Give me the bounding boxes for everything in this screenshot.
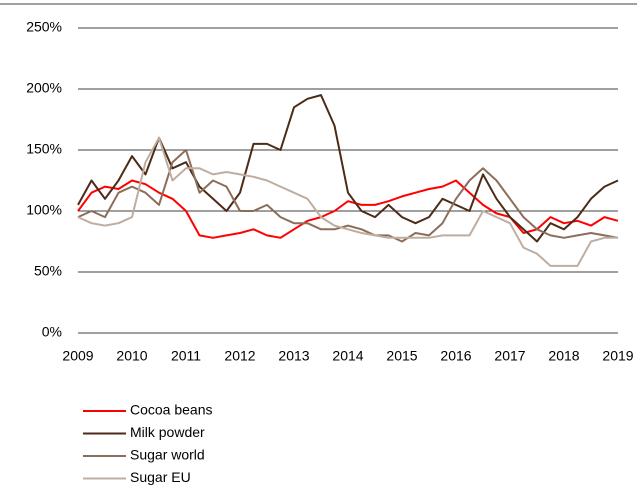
x-tick-label: 2013: [278, 348, 309, 364]
series-line: [77, 136, 618, 267]
x-tick-label: 2012: [224, 348, 255, 364]
x-tick-label: 2014: [332, 348, 363, 364]
y-tick-label: 0%: [42, 324, 62, 340]
x-tick-label: 2009: [62, 348, 93, 364]
series-line: [77, 179, 619, 239]
series-line: [77, 94, 619, 243]
x-tick-label: 2016: [440, 348, 471, 364]
y-tick-label: 250%: [26, 19, 62, 35]
y-tick-label: 200%: [26, 80, 62, 96]
series-line: [77, 149, 619, 243]
y-tick-label: 150%: [26, 141, 62, 157]
x-tick-label: 2017: [494, 348, 525, 364]
x-tick-label: 2011: [171, 348, 201, 364]
x-tick-label: 2010: [116, 348, 147, 364]
legend-label: Sugar EU: [130, 469, 191, 485]
y-tick-label: 100%: [26, 202, 62, 218]
x-tick-label: 2018: [548, 348, 579, 364]
x-tick-label: 2015: [386, 348, 417, 364]
y-tick-label: 50%: [34, 263, 62, 279]
legend-label: Sugar world: [130, 447, 205, 463]
legend-label: Cocoa beans: [130, 402, 213, 418]
x-tick-label: 2019: [602, 348, 633, 364]
legend-label: Milk powder: [130, 424, 205, 440]
